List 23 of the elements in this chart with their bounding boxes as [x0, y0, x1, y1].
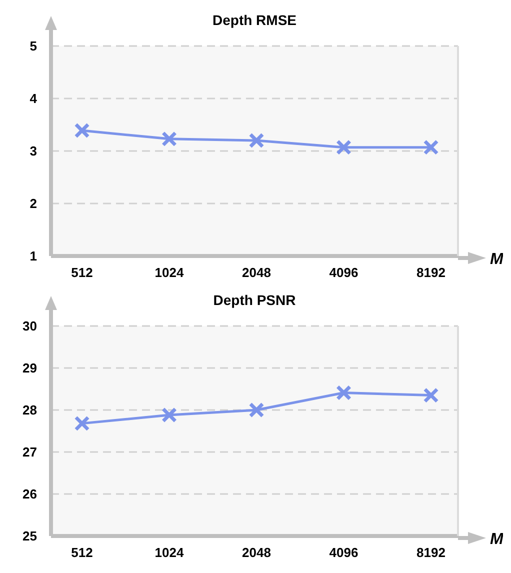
y-tick-label: 29: [22, 360, 37, 376]
y-tick-label: 27: [22, 444, 37, 460]
y-tick-label: 4: [30, 91, 38, 106]
x-tick-label: 8192: [416, 545, 446, 560]
y-tick-label: 25: [22, 528, 37, 544]
y-tick-label: 26: [22, 486, 37, 502]
x-tick-label: 4096: [329, 545, 358, 560]
x-tick-label: 1024: [154, 265, 184, 280]
x-tick-label: 4096: [329, 265, 358, 280]
x-tick-label: 512: [71, 265, 93, 280]
chart-title: Depth PSNR: [212, 292, 297, 308]
x-tick-label: 2048: [242, 265, 271, 280]
y-tick-label: 2: [30, 196, 37, 212]
chart-title: Depth RMSE: [212, 12, 298, 28]
y-tick-label: 1: [30, 248, 37, 264]
x-tick-label: 512: [71, 545, 93, 560]
x-tick-label: 8192: [416, 265, 446, 280]
y-tick-label: 5: [30, 38, 37, 54]
y-tick-label: 30: [22, 318, 37, 334]
x-tick-label: 2048: [242, 545, 271, 560]
x-tick-label: 1024: [154, 545, 184, 560]
y-tick-label: 28: [22, 402, 37, 418]
y-tick-label: 3: [30, 144, 37, 159]
